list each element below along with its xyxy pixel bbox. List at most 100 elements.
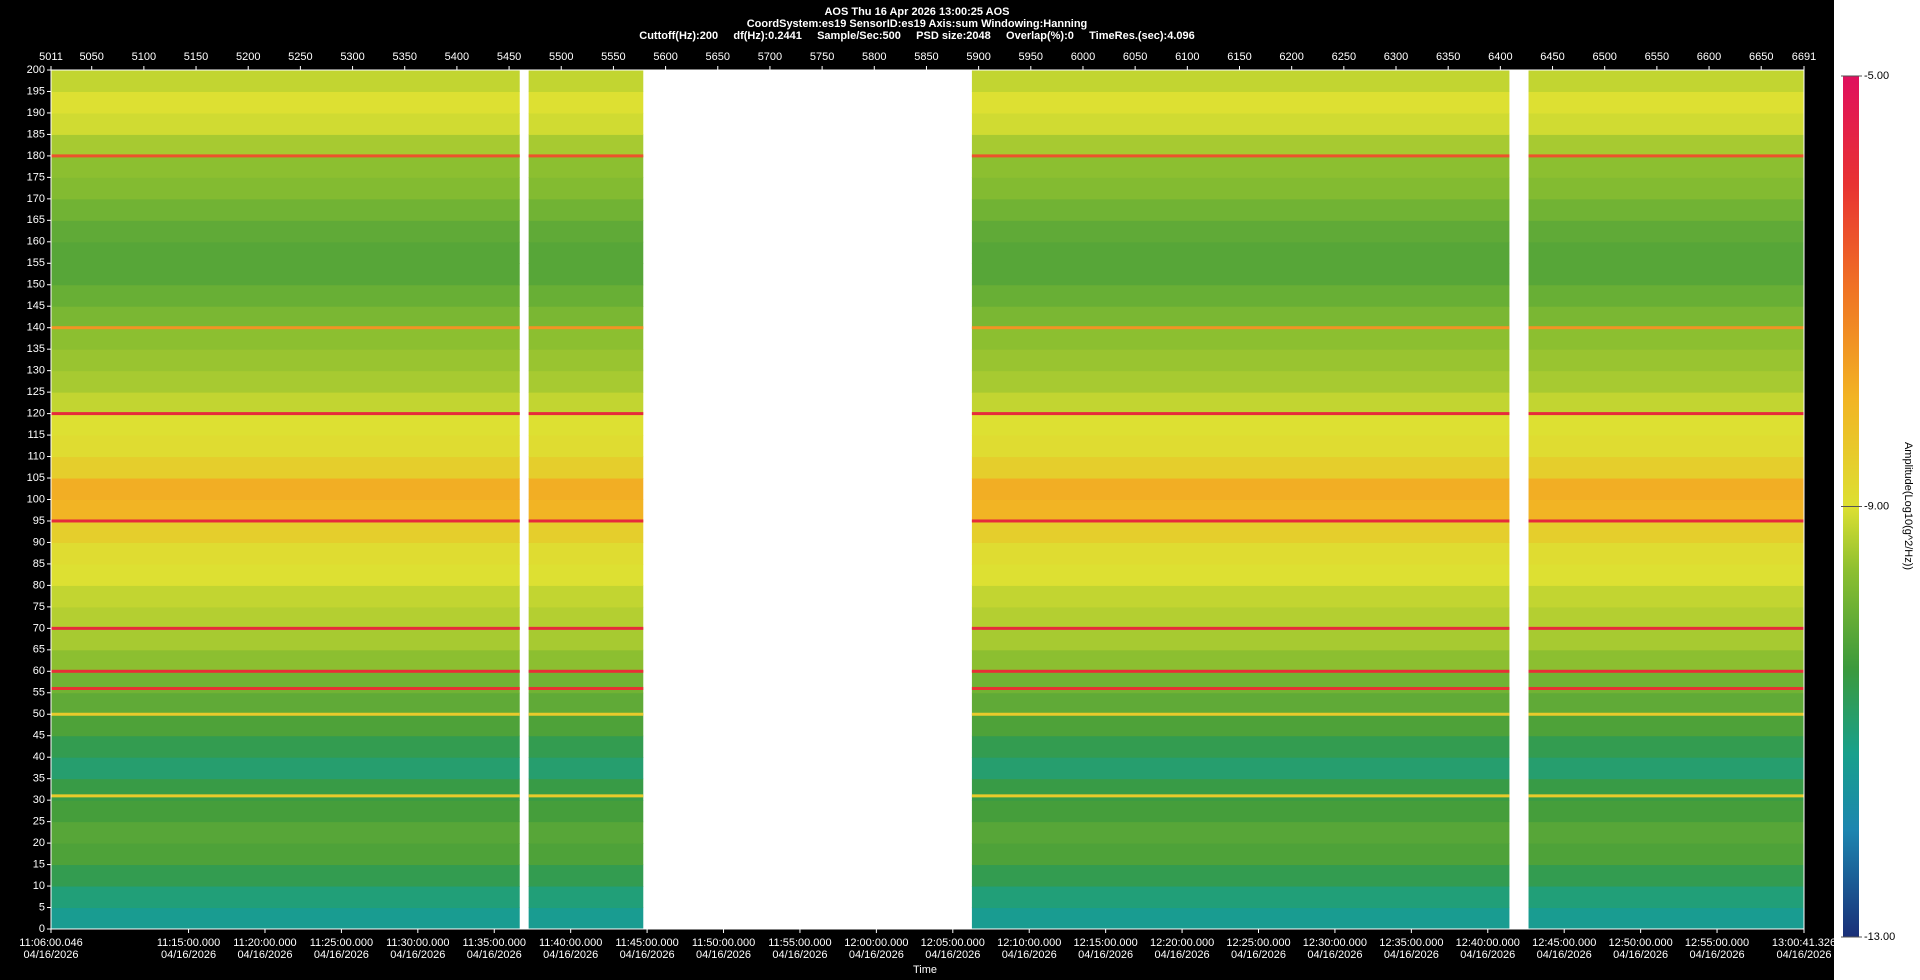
spectral-line [1528, 794, 1804, 798]
spectral-line [1528, 686, 1804, 690]
x-tick-label: 12:30:00.000 [1303, 937, 1367, 949]
spectrogram-cell [51, 413, 520, 436]
spectrogram-cell [971, 649, 1510, 672]
spectrogram-cell [528, 649, 644, 672]
x-tick-date: 04/16/2026 [161, 949, 216, 961]
spectrogram-cell [51, 177, 520, 200]
spectrogram-cell [1528, 714, 1804, 737]
x-tick-label: 12:15:00.000 [1074, 937, 1138, 949]
y-tick-label: 160 [27, 236, 45, 248]
spectrogram-cell [1528, 542, 1804, 565]
x-tick-label: 12:35:00.000 [1379, 937, 1443, 949]
x-tick-date: 04/16/2026 [1384, 949, 1439, 961]
top-tick-label: 5550 [601, 51, 625, 63]
spectrogram-cell [971, 284, 1510, 307]
spectrogram-cell [971, 478, 1510, 500]
spectrogram-cell [1528, 499, 1804, 522]
spectrogram-cell [51, 284, 520, 307]
spectrogram-cell [51, 520, 520, 543]
spectrogram-cell [528, 134, 644, 157]
spectrogram-cell [51, 91, 520, 114]
y-tick-label: 130 [27, 365, 45, 377]
y-tick-label: 0 [39, 923, 45, 935]
spectral-line [51, 669, 520, 673]
y-tick-label: 70 [33, 622, 45, 634]
y-tick-label: 45 [33, 730, 45, 742]
spectrogram-cell [528, 155, 644, 178]
spectrogram-cell [528, 413, 644, 436]
spectrogram-cell [971, 435, 1510, 458]
spectrogram-cell [51, 585, 520, 608]
x-tick-label: 11:15:00.000 [157, 937, 220, 949]
top-tick-label: 5700 [758, 51, 782, 63]
top-tick-label: 6550 [1645, 51, 1669, 63]
spectrogram-cell [971, 800, 1510, 823]
top-tick-label: 5500 [549, 51, 573, 63]
spectral-line [971, 154, 1510, 158]
spectrogram-cell [971, 886, 1510, 909]
spectrogram-cell [528, 349, 644, 372]
top-tick-label: 5650 [706, 51, 730, 63]
spectrogram-cell [971, 370, 1510, 393]
spectrogram-cell [528, 735, 644, 758]
x-tick-label: 11:55:00.000 [768, 937, 831, 949]
spectrogram-cell [971, 714, 1510, 737]
y-tick-label: 125 [27, 386, 45, 398]
x-tick-date: 04/16/2026 [314, 949, 369, 961]
x-tick-date: 04/16/2026 [1307, 949, 1362, 961]
y-tick-label: 40 [33, 751, 45, 763]
y-tick-label: 115 [27, 429, 45, 441]
spectrogram-cell [528, 585, 644, 608]
top-tick-label: 5400 [445, 51, 469, 63]
x-tick-label: 11:50:00.000 [692, 937, 755, 949]
y-tick-label: 195 [27, 85, 45, 97]
top-tick-label: 5150 [184, 51, 208, 63]
y-tick-label: 145 [27, 300, 45, 312]
y-tick-label: 110 [27, 450, 45, 462]
x-tick-date: 04/16/2026 [1690, 949, 1745, 961]
colorbar-title: Amplitude(Log10(g^2/Hz)) [1902, 442, 1914, 570]
spectrogram-cell [1528, 392, 1804, 415]
x-tick-date: 04/16/2026 [1002, 949, 1057, 961]
spectrogram-cell [528, 370, 644, 393]
spectrogram-cell [1528, 456, 1804, 479]
spectrogram-cell [1528, 435, 1804, 458]
spectrogram-cell [971, 563, 1510, 586]
spectrogram-cell [51, 907, 520, 930]
x-tick-label: 13:00:41.326 [1772, 937, 1836, 949]
spectrogram-cell [51, 327, 520, 350]
spectrogram-cell [51, 886, 520, 909]
spectrogram-cell [528, 478, 644, 500]
spectrogram-cell [971, 177, 1510, 200]
spectrogram-cell [1528, 606, 1804, 629]
spectrogram-cell [528, 220, 644, 243]
spectrogram-cell [51, 735, 520, 758]
spectrogram-cell [1528, 198, 1804, 221]
spectrogram-cell [51, 563, 520, 586]
spectrogram-cell [528, 198, 644, 221]
spectrogram-cell [51, 306, 520, 329]
spectrogram-cell [51, 714, 520, 737]
spectrogram-cell [971, 864, 1510, 887]
spectral-line [1528, 712, 1804, 716]
spectrogram-cell [51, 70, 520, 92]
spectrogram-cell [971, 692, 1510, 715]
x-tick-label: 12:55:00.000 [1685, 937, 1749, 949]
spectral-line [528, 712, 644, 716]
spectrogram-cell [1528, 907, 1804, 930]
x-tick-label: 12:45:00.000 [1532, 937, 1596, 949]
top-tick-label: 5800 [862, 51, 886, 63]
spectrogram-cell [528, 628, 644, 651]
spectrogram-cell [971, 735, 1510, 758]
spectrogram-cell [51, 542, 520, 565]
y-tick-label: 90 [33, 536, 45, 548]
spectrogram-cell [528, 392, 644, 415]
spectrogram-cell [51, 628, 520, 651]
spectral-line [971, 712, 1510, 716]
spectrogram-cell [971, 413, 1510, 436]
top-tick-label: 6400 [1488, 51, 1512, 63]
spectrogram-cell [971, 134, 1510, 157]
spectrogram-cell [51, 349, 520, 372]
spectrogram-cell [1528, 284, 1804, 307]
x-tick-date: 04/16/2026 [237, 949, 292, 961]
